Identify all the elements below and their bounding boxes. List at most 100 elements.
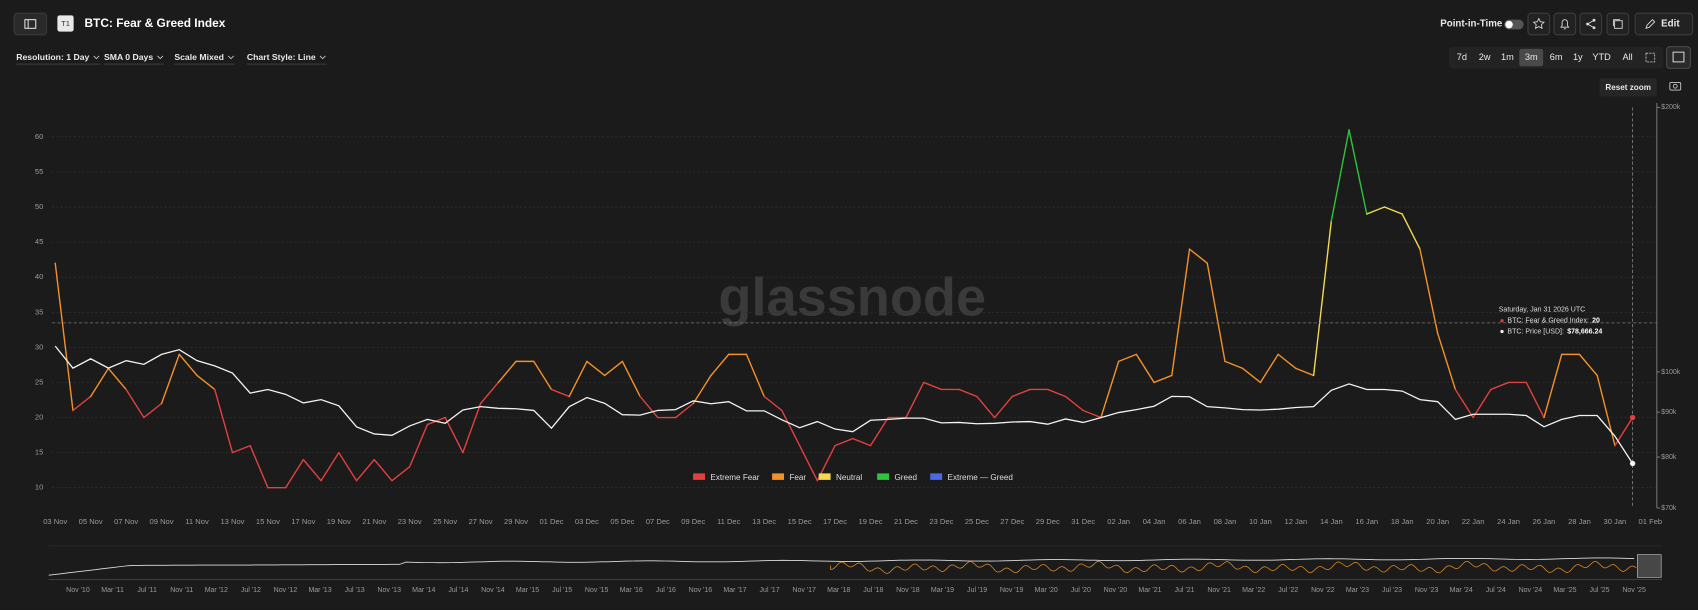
- y2-tick-label: $200k: [1661, 104, 1681, 111]
- chart: glassnode 10 15 20 25 30 35 40 45 50 55 60 $70k $80k $…: [35, 103, 1681, 526]
- legend-label[interactable]: Neutral: [836, 473, 862, 482]
- range-button[interactable]: 1m: [1501, 52, 1514, 62]
- fear-greed-segment: [1011, 388, 1031, 398]
- legend-label[interactable]: Fear: [789, 473, 806, 482]
- x-tick-label: 11 Nov: [185, 517, 209, 526]
- fear-greed-segment: [763, 395, 783, 412]
- sidebar-button[interactable]: [13, 12, 48, 36]
- camera-lens: [1672, 83, 1678, 89]
- y2-tick-label: $100k: [1661, 369, 1681, 376]
- x-tick-label: 07 Nov: [114, 517, 138, 526]
- x-tick-label: 29 Nov: [504, 517, 528, 526]
- fear-greed-segment: [214, 388, 234, 454]
- navigator-label: Jul '12: [241, 587, 261, 594]
- navigator-label: Jul '20: [1071, 587, 1091, 594]
- calendar-button[interactable]: [1666, 46, 1691, 69]
- dropdown-caret: [93, 55, 100, 60]
- reset-zoom-button[interactable]: [1599, 78, 1657, 97]
- legend-label[interactable]: Extreme — Greed: [948, 473, 1013, 482]
- range-button[interactable]: YTD: [1592, 52, 1611, 62]
- y-tick-label: 25: [35, 377, 43, 386]
- navigator-label: Nov '20: [1104, 587, 1128, 594]
- share-button[interactable]: [1579, 12, 1603, 36]
- fear-greed-segment: [692, 374, 712, 405]
- x-tick-label: 31 Dec: [1071, 517, 1095, 526]
- star-button[interactable]: [1527, 12, 1551, 36]
- price-hover-point: [1629, 460, 1636, 467]
- dropdown-label[interactable]: Chart Style: Line: [247, 52, 316, 62]
- navigator-label: Nov '22: [1311, 587, 1335, 594]
- range-bar: [1448, 46, 1664, 69]
- fear-greed-segment: [568, 360, 588, 398]
- navigator-handle[interactable]: [1637, 554, 1662, 578]
- fear-greed-segment: [178, 353, 198, 377]
- fear-greed-segment: [1383, 206, 1403, 215]
- x-tick-label: 23 Nov: [398, 517, 422, 526]
- navigator-label: Jul '14: [448, 587, 468, 594]
- range-button[interactable]: 2w: [1479, 52, 1491, 62]
- range-button[interactable]: 3m: [1525, 52, 1538, 62]
- fear-greed-segment: [1401, 213, 1421, 250]
- y-tick-label: 50: [35, 202, 43, 211]
- navigator-label: Mar '15: [516, 587, 539, 594]
- x-tick-label: 27 Nov: [469, 517, 493, 526]
- x-tick-label: 30 Jan: [1604, 517, 1627, 526]
- x-tick-label: 28 Jan: [1568, 517, 1591, 526]
- fear-greed-segment: [1472, 388, 1492, 419]
- x-tick-label: 17 Dec: [823, 517, 847, 526]
- fear-greed-segment: [355, 458, 375, 482]
- alert-button[interactable]: [1553, 12, 1577, 36]
- x-tick-label: 04 Jan: [1143, 517, 1166, 526]
- navigator-label: Jul '11: [137, 587, 157, 594]
- metric-icon: [57, 15, 74, 32]
- legend-swatch: [930, 473, 943, 480]
- y-tick-label: 55: [35, 167, 43, 176]
- x-tick-label: 02 Jan: [1107, 517, 1130, 526]
- y2-tick-label: $70k: [1661, 505, 1677, 512]
- fear-greed-segment: [1525, 381, 1545, 419]
- navigator-label: Jul '13: [345, 587, 365, 594]
- fear-greed-segment: [107, 367, 127, 391]
- fear-greed-segment: [89, 367, 110, 398]
- tooltip-value: 20: [1592, 318, 1600, 325]
- fear-greed-segment: [1543, 353, 1563, 419]
- fear-greed-segment: [834, 437, 854, 447]
- edit-button[interactable]: [1634, 12, 1694, 36]
- x-tick-label: 13 Dec: [752, 517, 776, 526]
- legend-label[interactable]: Extreme Fear: [710, 473, 759, 482]
- x-tick-label: 05 Dec: [610, 517, 634, 526]
- fear-greed-segment: [1242, 367, 1262, 384]
- x-tick-label: 10 Jan: [1249, 517, 1272, 526]
- copy-icon: [1613, 19, 1621, 27]
- x-tick-label: 03 Dec: [575, 517, 599, 526]
- dropdown-label[interactable]: Scale Mixed: [174, 52, 224, 62]
- fear-greed-segment: [993, 395, 1014, 419]
- fear-greed-segment: [1419, 248, 1439, 335]
- copy-button[interactable]: [1606, 12, 1630, 36]
- fear-greed-segment: [196, 374, 216, 391]
- fear-greed-segment: [958, 388, 978, 398]
- camera-icon[interactable]: [1669, 82, 1682, 91]
- range-button[interactable]: 6m: [1550, 52, 1563, 62]
- edit-icon: [1645, 19, 1656, 30]
- range-button[interactable]: 7d: [1457, 52, 1467, 62]
- range-button[interactable]: 1y: [1573, 52, 1583, 62]
- navigator-label: Nov '13: [377, 587, 401, 594]
- fear-greed-segment: [710, 353, 730, 377]
- legend-label[interactable]: Greed: [894, 473, 917, 482]
- fear-greed-segment: [745, 353, 765, 398]
- navigator-label: Jul '16: [656, 587, 676, 594]
- y-tick-label: 15: [35, 448, 43, 457]
- fear-greed-segment: [1436, 332, 1457, 391]
- dropdown-label[interactable]: Resolution: 1 Day: [16, 52, 89, 62]
- x-tick-label: 07 Dec: [646, 517, 670, 526]
- dropdown-label[interactable]: SMA 0 Days: [104, 52, 153, 62]
- legend-swatch: [693, 473, 705, 480]
- x-tick-label: 09 Dec: [681, 517, 705, 526]
- tooltip-value: $78,666.24: [1567, 328, 1602, 335]
- range-button[interactable]: All: [1623, 52, 1633, 62]
- fear-greed-segment: [231, 444, 251, 454]
- copy-icon: [1614, 20, 1623, 29]
- fear-greed-hover-point: [1629, 414, 1636, 421]
- zoom-select-icon[interactable]: [1645, 52, 1656, 63]
